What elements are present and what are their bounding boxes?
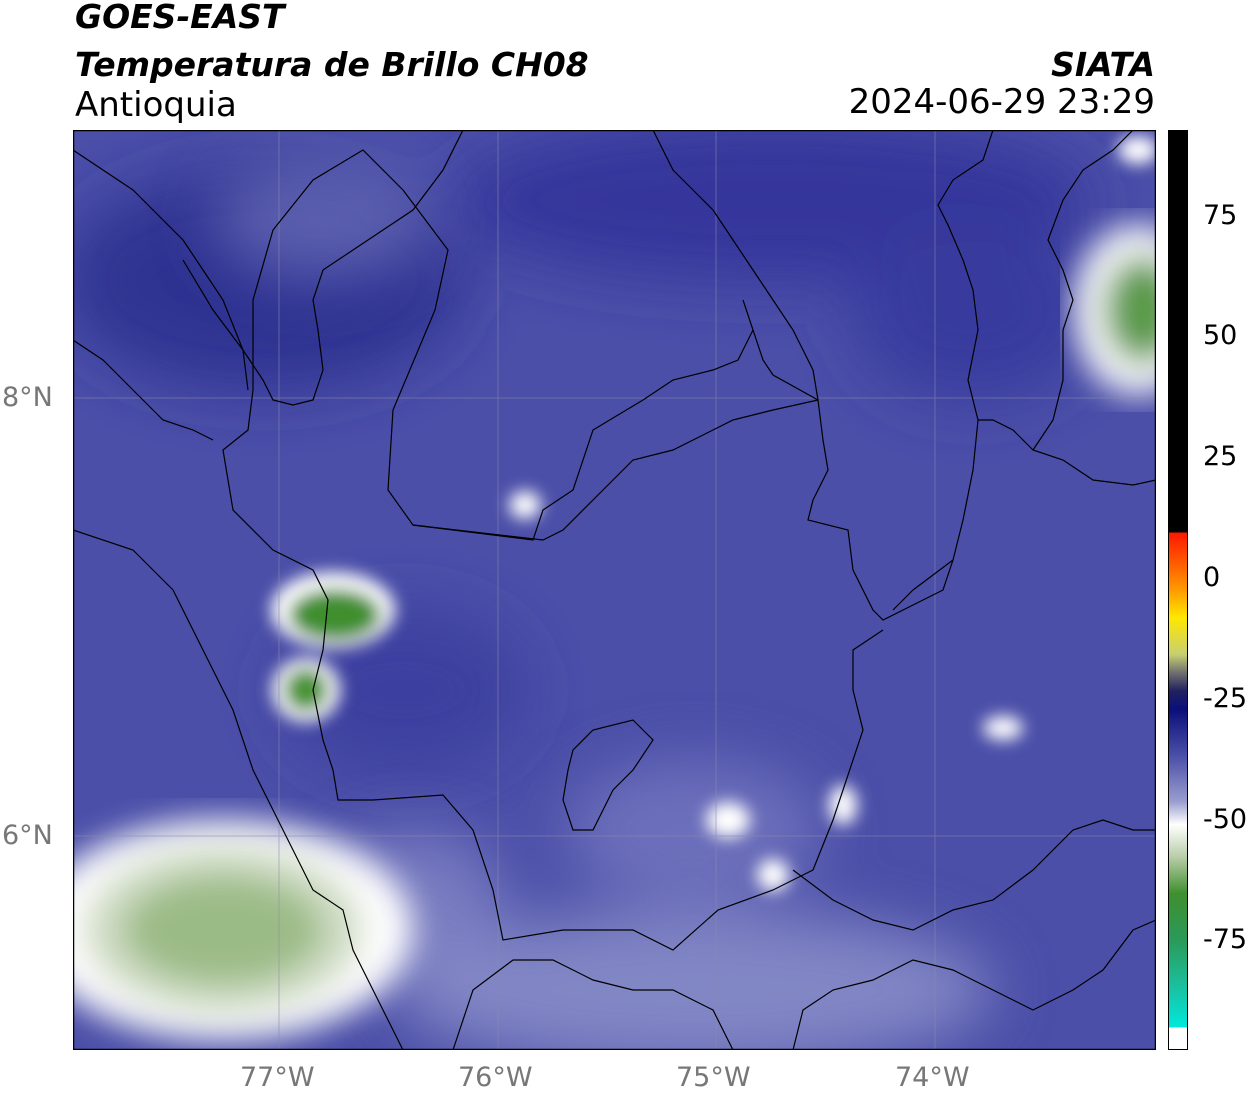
lon-tick-75w: 75°W bbox=[676, 1062, 751, 1093]
colorbar-label-0: 0 bbox=[1203, 562, 1221, 593]
lat-tick-6n: 6°N bbox=[2, 820, 53, 851]
datetime-label: 2024-06-29 23:29 bbox=[848, 82, 1155, 122]
colorbar-label-minus75: -75 bbox=[1203, 924, 1248, 955]
product-title: Temperatura de Brillo CH08 bbox=[75, 45, 589, 84]
colorbar-label-50: 50 bbox=[1203, 320, 1238, 351]
boundary-lines bbox=[73, 130, 1156, 1050]
colorbar-label-minus50: -50 bbox=[1203, 804, 1248, 835]
region-label: Antioquia bbox=[75, 85, 237, 125]
agency-label: SIATA bbox=[1051, 45, 1155, 84]
colorbar-label-25: 25 bbox=[1203, 441, 1238, 472]
lat-tick-8n: 8°N bbox=[2, 382, 53, 413]
lon-tick-76w: 76°W bbox=[458, 1062, 533, 1093]
brightness-temperature-map bbox=[73, 130, 1156, 1050]
lon-tick-77w: 77°W bbox=[240, 1062, 315, 1093]
map-frame bbox=[73, 130, 1156, 1050]
satellite-title: GOES-EAST bbox=[75, 0, 285, 36]
colorbar-label-minus25: -25 bbox=[1203, 683, 1248, 714]
colorbar-label-75: 75 bbox=[1203, 200, 1238, 231]
cloud-southwest bbox=[73, 820, 413, 1040]
colorbar bbox=[1168, 130, 1188, 1050]
cloud-northeast bbox=[1073, 225, 1156, 395]
gridlines bbox=[73, 130, 1156, 1050]
lon-tick-74w: 74°W bbox=[895, 1062, 970, 1093]
convective-cores bbox=[271, 136, 1156, 891]
